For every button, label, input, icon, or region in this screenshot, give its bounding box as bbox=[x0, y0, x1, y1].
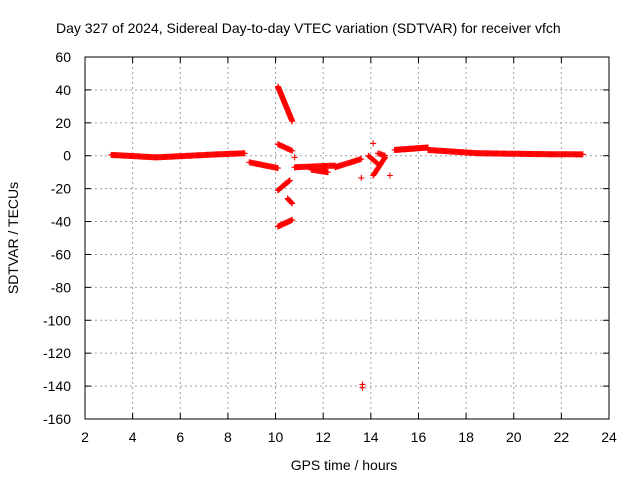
data-point bbox=[286, 178, 293, 184]
y-tick-label: 20 bbox=[55, 115, 71, 131]
x-tick-label: 14 bbox=[363, 429, 379, 445]
data-point bbox=[241, 150, 248, 157]
x-tick-label: 2 bbox=[81, 429, 89, 445]
data-point bbox=[285, 178, 292, 185]
x-tick-label: 24 bbox=[601, 429, 617, 445]
data-point bbox=[382, 152, 389, 159]
data-point bbox=[289, 118, 296, 125]
y-tick-label: 40 bbox=[55, 82, 71, 98]
y-tick-label: -20 bbox=[51, 181, 71, 197]
data-point bbox=[370, 140, 377, 147]
x-axis-title: GPS time / hours bbox=[291, 457, 398, 473]
data-point bbox=[288, 199, 295, 206]
x-tick-label: 20 bbox=[506, 429, 522, 445]
chart-title: Day 327 of 2024, Sidereal Day-to-day VTE… bbox=[56, 20, 561, 36]
y-tick-label: -160 bbox=[43, 411, 71, 427]
plot-frame bbox=[84, 56, 610, 420]
x-tick-label: 16 bbox=[411, 429, 427, 445]
data-point bbox=[289, 200, 296, 207]
data-point bbox=[289, 147, 296, 154]
data-point bbox=[386, 172, 393, 179]
data-points bbox=[108, 83, 586, 391]
grid-lines bbox=[85, 57, 609, 419]
x-tick-labels: 2 4 6 8 10 12 14 16 18 20 22 24 bbox=[81, 429, 617, 445]
data-point bbox=[291, 154, 298, 161]
x-tick-label: 18 bbox=[458, 429, 474, 445]
y-tick-label: -40 bbox=[51, 214, 71, 230]
y-tick-labels: 60 40 20 0 -20 -40 -60 -80 -100 -120 -140 -160 bbox=[43, 49, 71, 427]
data-point bbox=[286, 177, 293, 184]
x-tick-label: 10 bbox=[268, 429, 284, 445]
y-tick-label: -100 bbox=[43, 312, 71, 328]
data-point bbox=[359, 384, 366, 391]
y-tick-label: -80 bbox=[51, 279, 71, 295]
x-tick-label: 6 bbox=[176, 429, 184, 445]
y-axis-title: SDTVAR / TECUs bbox=[5, 182, 21, 294]
data-point bbox=[358, 156, 365, 162]
data-point bbox=[579, 151, 586, 158]
y-tick-label: -120 bbox=[43, 345, 71, 361]
data-point bbox=[324, 169, 331, 176]
x-tick-label: 8 bbox=[224, 429, 232, 445]
data-point bbox=[287, 199, 294, 205]
data-point bbox=[358, 174, 365, 181]
data-point bbox=[274, 165, 281, 172]
data-point bbox=[282, 180, 289, 187]
y-tick-label: 60 bbox=[55, 49, 71, 65]
x-tick-label: 12 bbox=[315, 429, 331, 445]
x-tick-label: 22 bbox=[554, 429, 570, 445]
x-tick-label: 4 bbox=[129, 429, 137, 445]
data-point bbox=[289, 216, 296, 223]
y-tick-label: -60 bbox=[51, 246, 71, 262]
y-tick-label: 0 bbox=[63, 148, 71, 164]
y-tick-label: -140 bbox=[43, 378, 71, 394]
axis-ticks bbox=[84, 56, 610, 420]
